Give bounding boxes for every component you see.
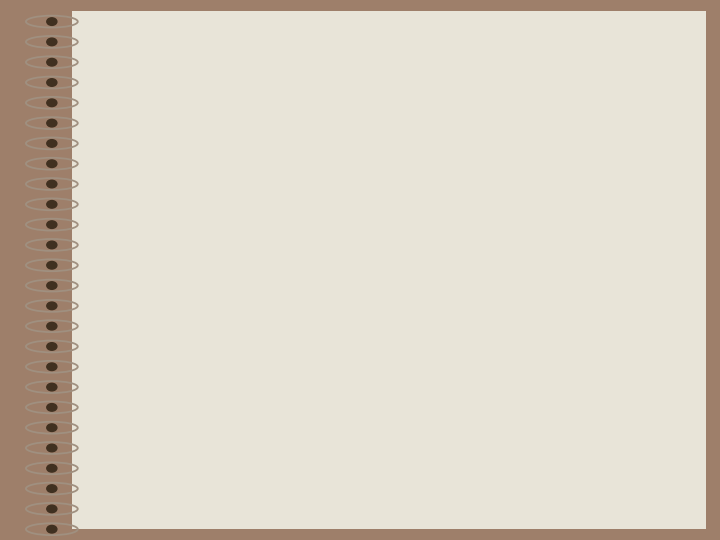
Circle shape xyxy=(47,79,57,86)
Circle shape xyxy=(47,99,57,106)
Circle shape xyxy=(47,302,57,309)
FancyBboxPatch shape xyxy=(617,462,690,516)
Circle shape xyxy=(47,160,57,167)
Polygon shape xyxy=(649,492,657,504)
Text: A: A xyxy=(262,142,274,159)
Circle shape xyxy=(47,383,57,391)
Circle shape xyxy=(47,180,57,188)
Circle shape xyxy=(47,485,57,492)
Text: Parallelogram angles: Parallelogram angles xyxy=(122,105,316,124)
Circle shape xyxy=(47,38,57,46)
Polygon shape xyxy=(633,467,673,483)
Circle shape xyxy=(47,403,57,411)
Circle shape xyxy=(47,525,57,533)
Text: Shape Jeopardy: Shape Jeopardy xyxy=(256,50,522,81)
Text: E: E xyxy=(404,193,415,207)
Circle shape xyxy=(47,18,57,25)
Polygon shape xyxy=(281,166,516,249)
Text: B: B xyxy=(477,142,490,159)
Text: If m<ABC = 65, find m<BCD: If m<ABC = 65, find m<BCD xyxy=(122,285,391,302)
Polygon shape xyxy=(640,483,666,504)
Circle shape xyxy=(47,363,57,370)
Circle shape xyxy=(47,424,57,431)
Circle shape xyxy=(47,322,57,330)
Circle shape xyxy=(47,200,57,208)
Text: Consecutive interior angles are supplementary, so: Consecutive interior angles are suppleme… xyxy=(104,388,563,406)
Circle shape xyxy=(47,241,57,249)
Circle shape xyxy=(47,221,57,228)
Text: D: D xyxy=(306,256,320,273)
Circle shape xyxy=(47,261,57,269)
Circle shape xyxy=(47,343,57,350)
Text: m<BCD = 180 – 65.  m<BCD = 115: m<BCD = 180 – 65. m<BCD = 115 xyxy=(104,424,434,442)
Circle shape xyxy=(47,444,57,452)
Circle shape xyxy=(47,282,57,289)
Circle shape xyxy=(47,119,57,127)
Circle shape xyxy=(47,464,57,472)
Text: C: C xyxy=(522,256,534,273)
Circle shape xyxy=(47,140,57,147)
Circle shape xyxy=(47,58,57,66)
Circle shape xyxy=(47,505,57,512)
